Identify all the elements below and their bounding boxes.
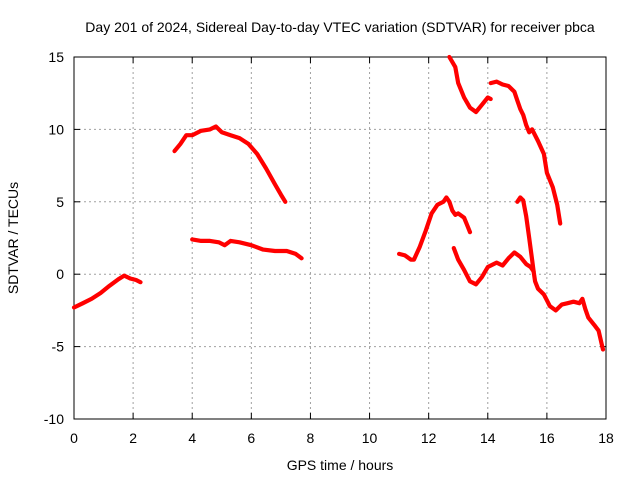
data-series-arc-5 xyxy=(447,54,493,115)
y-tick-label: 15 xyxy=(48,49,64,65)
y-tick-label: -10 xyxy=(44,411,64,427)
x-tick-label: 4 xyxy=(188,430,196,446)
data-series-arc-3 xyxy=(190,237,304,261)
chart-title: Day 201 of 2024, Sidereal Day-to-day VTE… xyxy=(85,19,595,35)
y-tick-label: 5 xyxy=(56,194,64,210)
data-series-arc-6 xyxy=(488,79,563,226)
x-tick-label: 18 xyxy=(598,430,614,446)
y-tick-label: -5 xyxy=(52,339,65,355)
data-series-arc-4 xyxy=(397,195,473,262)
axis-ticks: 0 2 4 6 8 10 12 14 16 18 -10 -5 0 5 10 15 xyxy=(44,49,614,446)
grid-lines xyxy=(74,57,606,419)
x-tick-label: 16 xyxy=(539,430,555,446)
y-axis-label: SDTVAR / TECUs xyxy=(5,182,21,294)
x-tick-label: 12 xyxy=(421,430,437,446)
data-series-arc-1 xyxy=(71,273,143,310)
plot-frame xyxy=(73,56,607,420)
y-tick-label: 0 xyxy=(56,266,64,282)
x-tick-label: 2 xyxy=(129,430,137,446)
data-series xyxy=(71,54,606,352)
x-tick-label: 14 xyxy=(480,430,496,446)
x-axis-label: GPS time / hours xyxy=(287,457,394,473)
data-series-arc-2 xyxy=(172,124,288,204)
x-tick-label: 6 xyxy=(247,430,255,446)
x-tick-label: 0 xyxy=(70,430,78,446)
y-tick-label: 10 xyxy=(48,121,64,137)
x-tick-label: 8 xyxy=(307,430,315,446)
x-tick-label: 10 xyxy=(362,430,378,446)
data-series-arc-7 xyxy=(451,246,536,287)
data-series-arc-8 xyxy=(515,195,606,352)
